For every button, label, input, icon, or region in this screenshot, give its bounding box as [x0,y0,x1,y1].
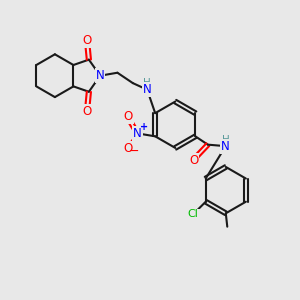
Text: +: + [140,122,148,132]
Text: N: N [221,140,230,153]
Text: −: − [129,145,140,158]
Text: N: N [133,127,142,140]
Text: O: O [189,154,198,166]
Text: N: N [143,83,152,96]
Text: O: O [123,142,132,155]
Text: O: O [124,110,133,123]
Text: O: O [83,34,92,47]
Text: H: H [143,78,150,88]
Text: Cl: Cl [188,209,199,220]
Text: H: H [222,135,230,145]
Text: O: O [83,105,92,118]
Text: N: N [96,69,104,82]
